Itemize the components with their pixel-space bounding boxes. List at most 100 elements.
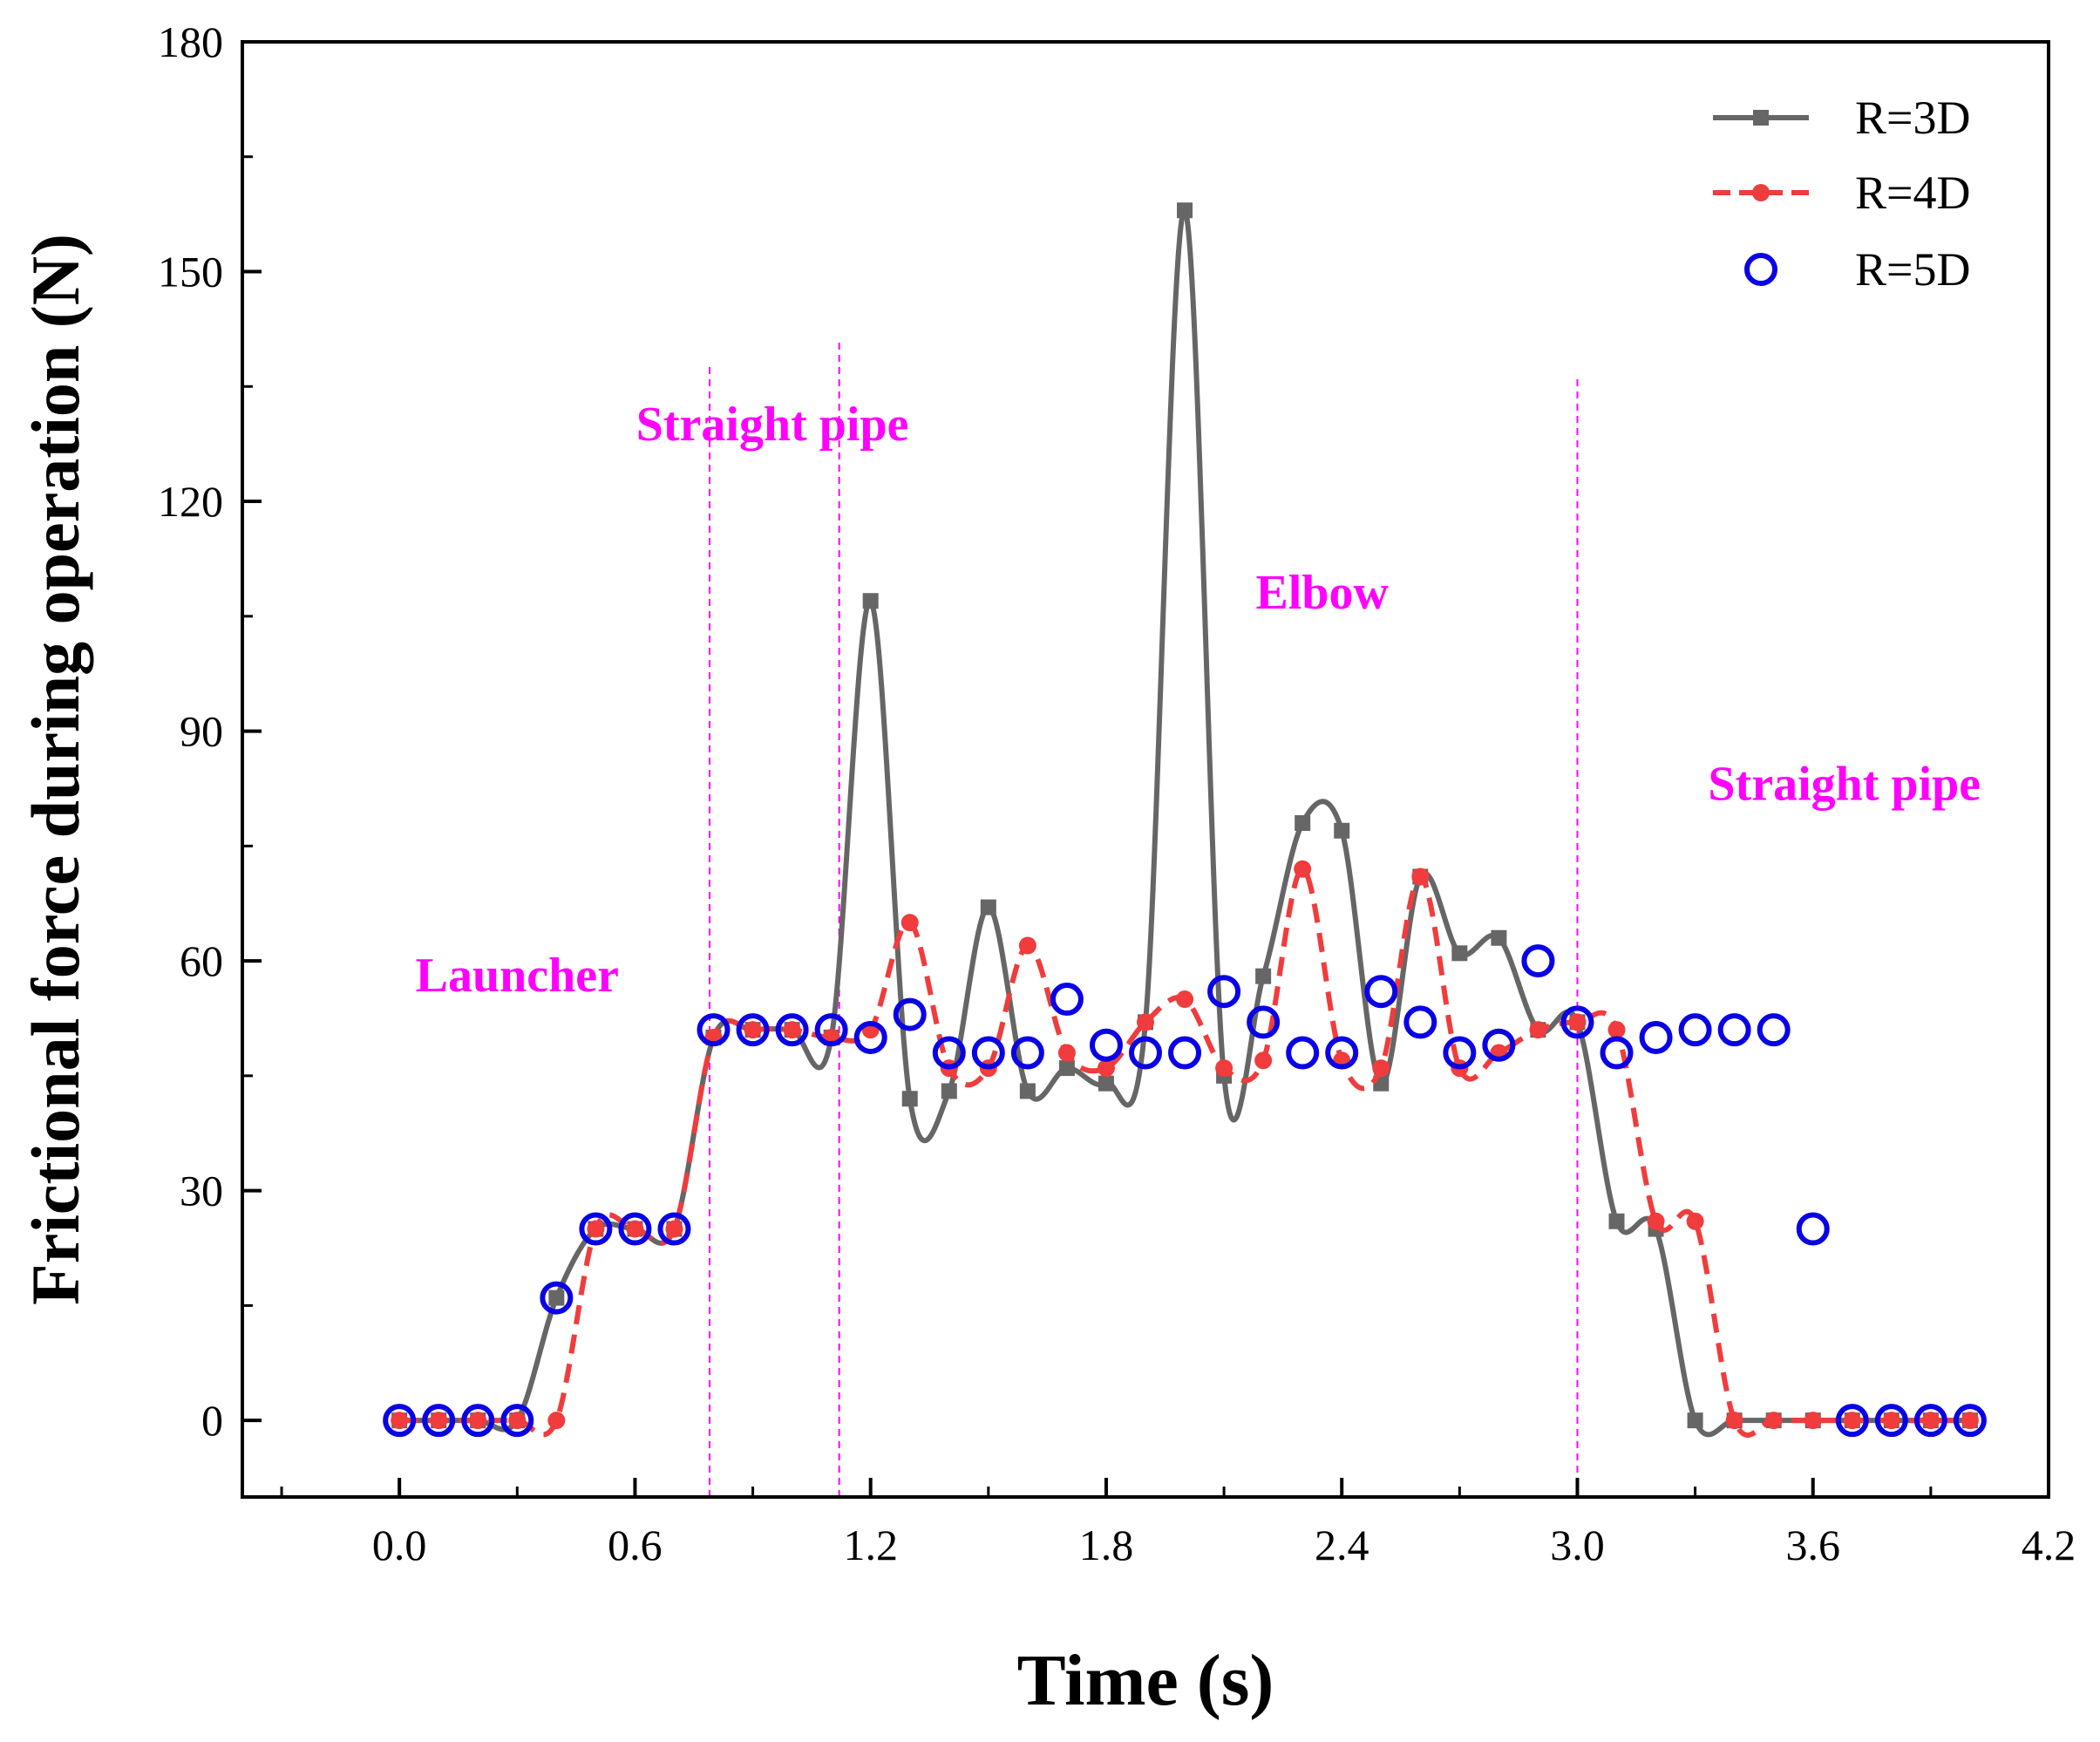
y-axis-title: Frictional force during operation (N) bbox=[17, 234, 93, 1305]
series-r5d-point bbox=[540, 1281, 574, 1315]
series-r5d-point bbox=[1286, 1036, 1320, 1070]
series-r3d-point bbox=[980, 899, 996, 915]
legend-marker-r3d bbox=[1753, 110, 1769, 126]
series-r4d-point bbox=[1607, 1021, 1626, 1039]
series-r5d-point bbox=[1560, 1005, 1594, 1039]
series-r4d-point bbox=[587, 1220, 605, 1238]
series-r4d-point bbox=[1882, 1412, 1900, 1430]
series-r5d-point bbox=[1482, 1028, 1516, 1062]
series-r3d bbox=[391, 202, 1978, 1438]
series-r5d-point bbox=[1639, 1020, 1673, 1054]
legend-label-r3d: R=3D bbox=[1855, 92, 1970, 144]
y-tick-label: 60 bbox=[180, 936, 223, 985]
series-r3d-point bbox=[1687, 1412, 1703, 1429]
series-r5d-point bbox=[1717, 1013, 1751, 1047]
series-r5d-point bbox=[971, 1036, 1005, 1070]
series-r4d-point bbox=[1568, 1013, 1587, 1031]
legend-label-r4d: R=4D bbox=[1855, 167, 1970, 219]
legend-marker-r4d bbox=[1752, 184, 1770, 201]
series-r4d-point bbox=[430, 1412, 448, 1430]
x-axis-title: Time (s) bbox=[1017, 1640, 1274, 1721]
series-r4d-point bbox=[1647, 1212, 1665, 1230]
series-r3d-point bbox=[901, 1091, 918, 1107]
series-r3d-point bbox=[941, 1083, 957, 1099]
series-r5d-point bbox=[1913, 1404, 1947, 1438]
series-r3d-point bbox=[1019, 1083, 1036, 1099]
series-r4d-point bbox=[1686, 1212, 1704, 1230]
series-r4d-point bbox=[1018, 936, 1036, 955]
series-r5d-point bbox=[775, 1013, 809, 1047]
series-layer bbox=[383, 202, 1987, 1438]
axis-ticks: 0.0 0.6 1.2 1.8 2.4 3.0 3.6 4.2 0 30 60 90 120 150 180 bbox=[158, 17, 2076, 1569]
series-r5d-point bbox=[1050, 983, 1084, 1017]
series-r4d-point bbox=[547, 1412, 566, 1430]
region-label: Straight pipe bbox=[636, 398, 909, 452]
series-r3d-point bbox=[1451, 945, 1468, 962]
series-r3d-point bbox=[1177, 202, 1193, 219]
series-r5d-point bbox=[893, 997, 927, 1031]
x-tick-label: 0.6 bbox=[608, 1521, 663, 1569]
series-r4d-point bbox=[1921, 1412, 1940, 1430]
series-r5d-point bbox=[383, 1404, 417, 1438]
x-tick-label: 1.2 bbox=[843, 1521, 898, 1569]
y-tick-label: 180 bbox=[158, 17, 223, 66]
series-r4d-point bbox=[1764, 1412, 1783, 1430]
region-annotations: Launcher Straight pipe Elbow Straight pipe bbox=[416, 398, 1981, 1003]
series-r5d-point bbox=[1129, 1036, 1162, 1070]
plot-frame bbox=[241, 40, 2050, 1499]
region-label: Elbow bbox=[1255, 566, 1389, 620]
series-r4d-point bbox=[1411, 868, 1430, 886]
series-r5d-point bbox=[1521, 944, 1555, 978]
series-r5d-point bbox=[1089, 1028, 1123, 1062]
series-r5d-point bbox=[1207, 975, 1241, 1009]
series-r5d-point bbox=[657, 1212, 691, 1246]
series-r5d-point bbox=[1600, 1036, 1634, 1070]
series-r4d-point bbox=[1057, 1044, 1076, 1062]
series-r5d-point bbox=[1325, 1036, 1359, 1070]
x-tick-label: 2.4 bbox=[1315, 1521, 1369, 1569]
series-r4d-point bbox=[469, 1412, 487, 1430]
series-r5d-point bbox=[814, 1013, 848, 1047]
series-r3d-point bbox=[1608, 1213, 1625, 1229]
series-r5d-point bbox=[579, 1212, 613, 1246]
series-r3d-point bbox=[1334, 822, 1350, 839]
series-r3d-point bbox=[1295, 814, 1311, 831]
x-tick-label: 4.2 bbox=[2022, 1521, 2076, 1569]
series-r5d-point bbox=[1953, 1404, 1987, 1438]
series-r4d-point bbox=[1725, 1412, 1743, 1430]
series-r5d-point bbox=[1364, 975, 1398, 1009]
x-tick-label: 1.8 bbox=[1079, 1521, 1134, 1569]
series-r4d-line bbox=[399, 866, 1970, 1438]
series-r4d-point bbox=[1176, 990, 1194, 1009]
y-tick-label: 30 bbox=[180, 1167, 223, 1215]
series-r4d-point bbox=[1254, 1051, 1273, 1070]
y-tick-label: 150 bbox=[158, 248, 223, 296]
series-r3d-line bbox=[399, 208, 1970, 1438]
series-r4d-point bbox=[744, 1021, 762, 1039]
series-r5d-point bbox=[1010, 1036, 1044, 1070]
y-tick-label: 0 bbox=[201, 1396, 223, 1445]
series-r3d-point bbox=[1491, 929, 1507, 946]
series-r4d-point bbox=[1529, 1021, 1547, 1039]
series-r3d-point bbox=[1255, 968, 1272, 984]
series-r5d-point bbox=[500, 1404, 534, 1438]
series-r5d-point bbox=[1835, 1404, 1869, 1438]
series-r4d-point bbox=[1097, 1059, 1115, 1078]
series-r4d-point bbox=[900, 914, 919, 932]
series-r3d-point bbox=[1098, 1075, 1114, 1092]
series-r3d-point bbox=[548, 1289, 565, 1306]
legend: R=3D R=4D R=5D bbox=[1713, 92, 1970, 296]
series-r5d-point bbox=[1874, 1404, 1908, 1438]
series-r4d bbox=[391, 860, 1979, 1438]
series-r3d-point bbox=[862, 593, 879, 609]
y-tick-label: 90 bbox=[180, 707, 223, 756]
y-tick-label: 120 bbox=[158, 477, 223, 526]
series-r4d-point bbox=[626, 1220, 644, 1238]
series-r5d-point bbox=[1443, 1036, 1477, 1070]
series-r4d-point bbox=[665, 1220, 683, 1238]
series-r4d-point bbox=[1372, 1059, 1390, 1078]
region-label: Straight pipe bbox=[1708, 758, 1981, 812]
legend-label-r5d: R=5D bbox=[1855, 243, 1970, 296]
series-r5d-point bbox=[1678, 1013, 1712, 1047]
legend-entry-r5d: R=5D bbox=[1744, 243, 1970, 296]
